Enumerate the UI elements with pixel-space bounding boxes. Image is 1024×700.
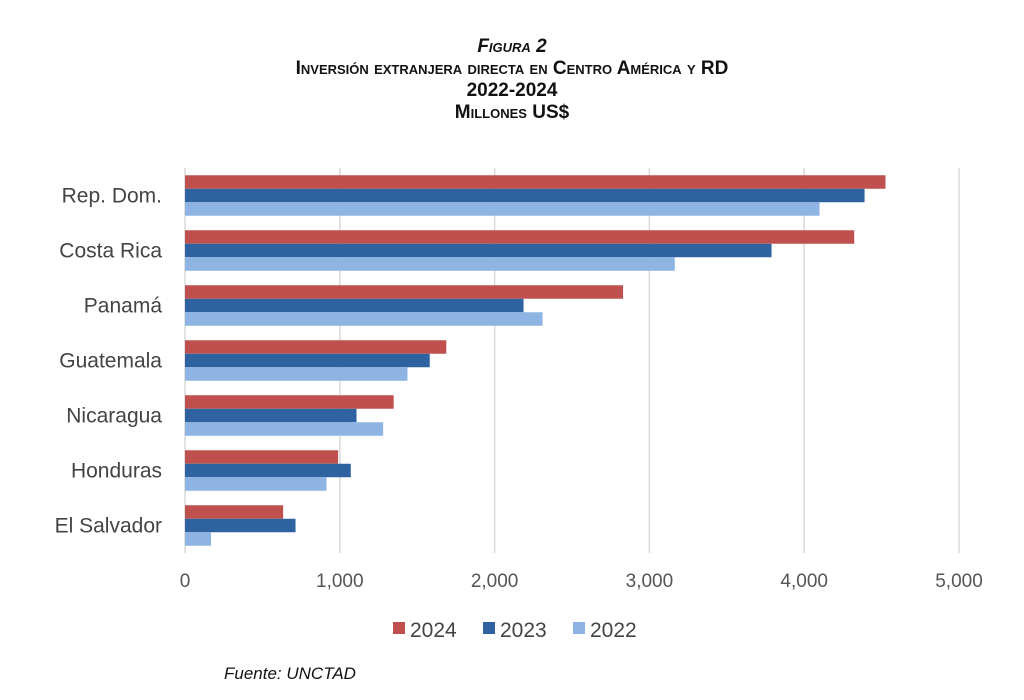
chart-period: 2022-2024	[466, 80, 558, 101]
bar-2024	[185, 505, 284, 519]
bar-2023	[185, 188, 865, 203]
category-label: Rep. Dom.	[62, 185, 162, 208]
x-tick-label: 4,000	[780, 571, 828, 592]
bar-2022	[185, 477, 327, 491]
bar-2023	[185, 463, 351, 478]
bar-2024	[185, 175, 886, 189]
bar-2022	[185, 532, 212, 546]
bar-2024	[185, 450, 339, 464]
legend-label: 2023	[500, 619, 547, 642]
bar-2024	[185, 230, 855, 244]
legend-label: 2022	[590, 619, 637, 642]
source-note: Fuente: UNCTAD	[224, 664, 356, 683]
bar-2023	[185, 243, 772, 258]
x-tick-label: 2,000	[471, 571, 519, 592]
chart-title: Inversión extranjera directa en Centro A…	[295, 58, 729, 79]
legend-swatch-2023	[483, 622, 495, 634]
category-label: Panamá	[84, 295, 163, 318]
x-tick-label: 1,000	[316, 571, 364, 592]
x-tick-label: 3,000	[626, 571, 674, 592]
bar-2023	[185, 518, 296, 533]
legend-swatch-2022	[573, 622, 585, 634]
bar-2023	[185, 408, 357, 423]
bar-2024	[185, 285, 624, 299]
bar-2022	[185, 202, 820, 216]
figure-label: Figura 2	[477, 36, 547, 57]
category-label: El Salvador	[55, 515, 162, 538]
x-tick-label: 5,000	[935, 571, 983, 592]
category-label: Honduras	[71, 460, 162, 483]
x-tick-label: 0	[180, 571, 191, 592]
bar-2022	[185, 312, 543, 326]
bar-2022	[185, 257, 675, 271]
bar-2022	[185, 422, 384, 436]
bar-2024	[185, 395, 394, 409]
bar-2023	[185, 298, 524, 313]
legend-swatch-2024	[393, 622, 405, 634]
category-label: Guatemala	[59, 350, 162, 373]
legend-label: 2024	[410, 619, 457, 642]
bar-2023	[185, 353, 430, 368]
chart-units: Millones US$	[454, 102, 570, 123]
bar-2022	[185, 367, 408, 381]
bar-2024	[185, 340, 447, 354]
category-label: Nicaragua	[66, 405, 162, 428]
category-label: Costa Rica	[59, 240, 162, 263]
